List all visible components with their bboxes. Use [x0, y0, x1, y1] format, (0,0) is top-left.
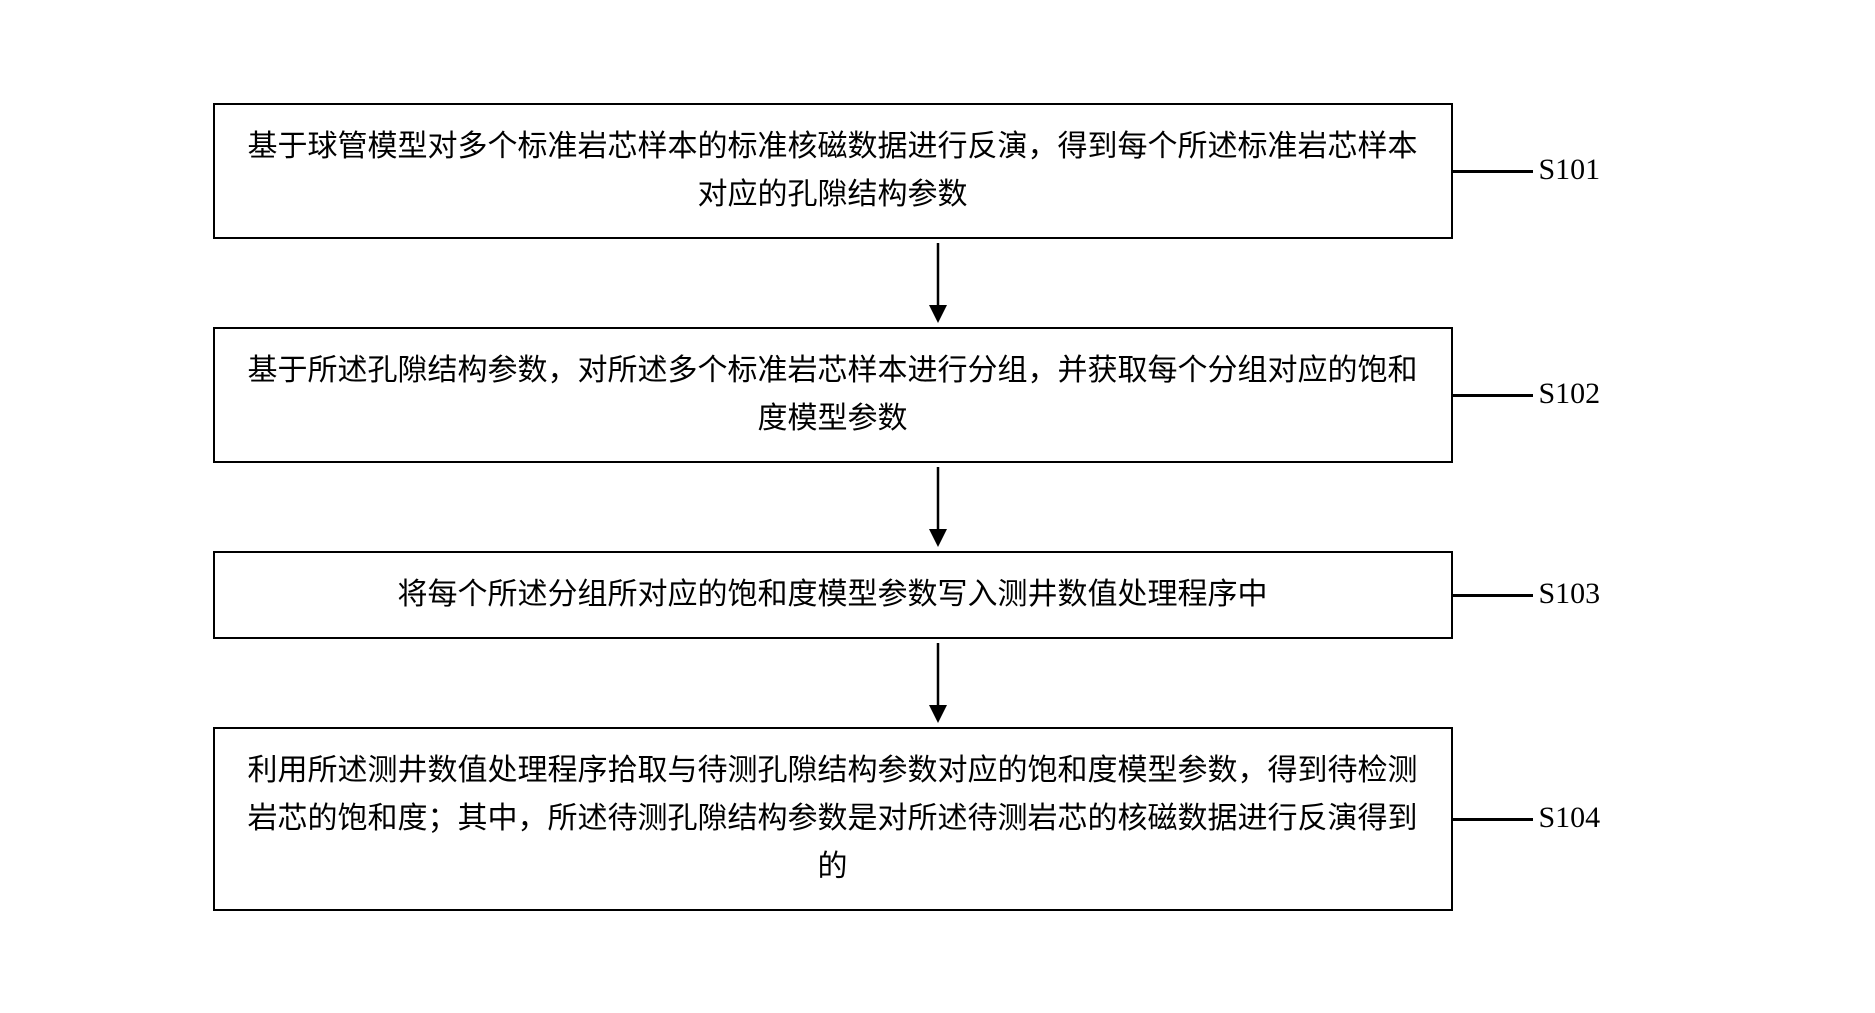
flowchart-step-text: 基于球管模型对多个标准岩芯样本的标准核磁数据进行反演，得到每个所述标准岩芯样本对…	[243, 123, 1423, 219]
arrow-down-icon	[923, 467, 953, 547]
flowchart-container: 基于球管模型对多个标准岩芯样本的标准核磁数据进行反演，得到每个所述标准岩芯样本对…	[213, 103, 1663, 911]
arrow-container	[318, 643, 1558, 723]
connector-line	[1453, 170, 1533, 173]
connector-line	[1453, 818, 1533, 821]
arrow-container	[318, 243, 1558, 323]
flowchart-step-row: 利用所述测井数值处理程序拾取与待测孔隙结构参数对应的饱和度模型参数，得到待检测岩…	[213, 727, 1663, 911]
arrow-container	[318, 467, 1558, 547]
flowchart-step-label: S104	[1539, 801, 1601, 837]
flowchart-step-box-s103: 将每个所述分组所对应的饱和度模型参数写入测井数值处理程序中	[213, 551, 1453, 639]
flowchart-step-text: 将每个所述分组所对应的饱和度模型参数写入测井数值处理程序中	[398, 571, 1268, 619]
arrow-down-icon	[923, 243, 953, 323]
flowchart-step-row: 基于所述孔隙结构参数，对所述多个标准岩芯样本进行分组，并获取每个分组对应的饱和度…	[213, 327, 1663, 463]
flowchart-step-text: 基于所述孔隙结构参数，对所述多个标准岩芯样本进行分组，并获取每个分组对应的饱和度…	[243, 347, 1423, 443]
flowchart-step-text: 利用所述测井数值处理程序拾取与待测孔隙结构参数对应的饱和度模型参数，得到待检测岩…	[243, 747, 1423, 891]
flowchart-step-box-s101: 基于球管模型对多个标准岩芯样本的标准核磁数据进行反演，得到每个所述标准岩芯样本对…	[213, 103, 1453, 239]
flowchart-step-row: 将每个所述分组所对应的饱和度模型参数写入测井数值处理程序中 S103	[213, 551, 1663, 639]
flowchart-step-box-s104: 利用所述测井数值处理程序拾取与待测孔隙结构参数对应的饱和度模型参数，得到待检测岩…	[213, 727, 1453, 911]
flowchart-step-row: 基于球管模型对多个标准岩芯样本的标准核磁数据进行反演，得到每个所述标准岩芯样本对…	[213, 103, 1663, 239]
connector-line	[1453, 394, 1533, 397]
connector-line	[1453, 594, 1533, 597]
flowchart-step-label: S101	[1539, 153, 1601, 189]
arrow-down-icon	[923, 643, 953, 723]
flowchart-step-label: S103	[1539, 577, 1601, 613]
flowchart-step-label: S102	[1539, 377, 1601, 413]
flowchart-step-box-s102: 基于所述孔隙结构参数，对所述多个标准岩芯样本进行分组，并获取每个分组对应的饱和度…	[213, 327, 1453, 463]
